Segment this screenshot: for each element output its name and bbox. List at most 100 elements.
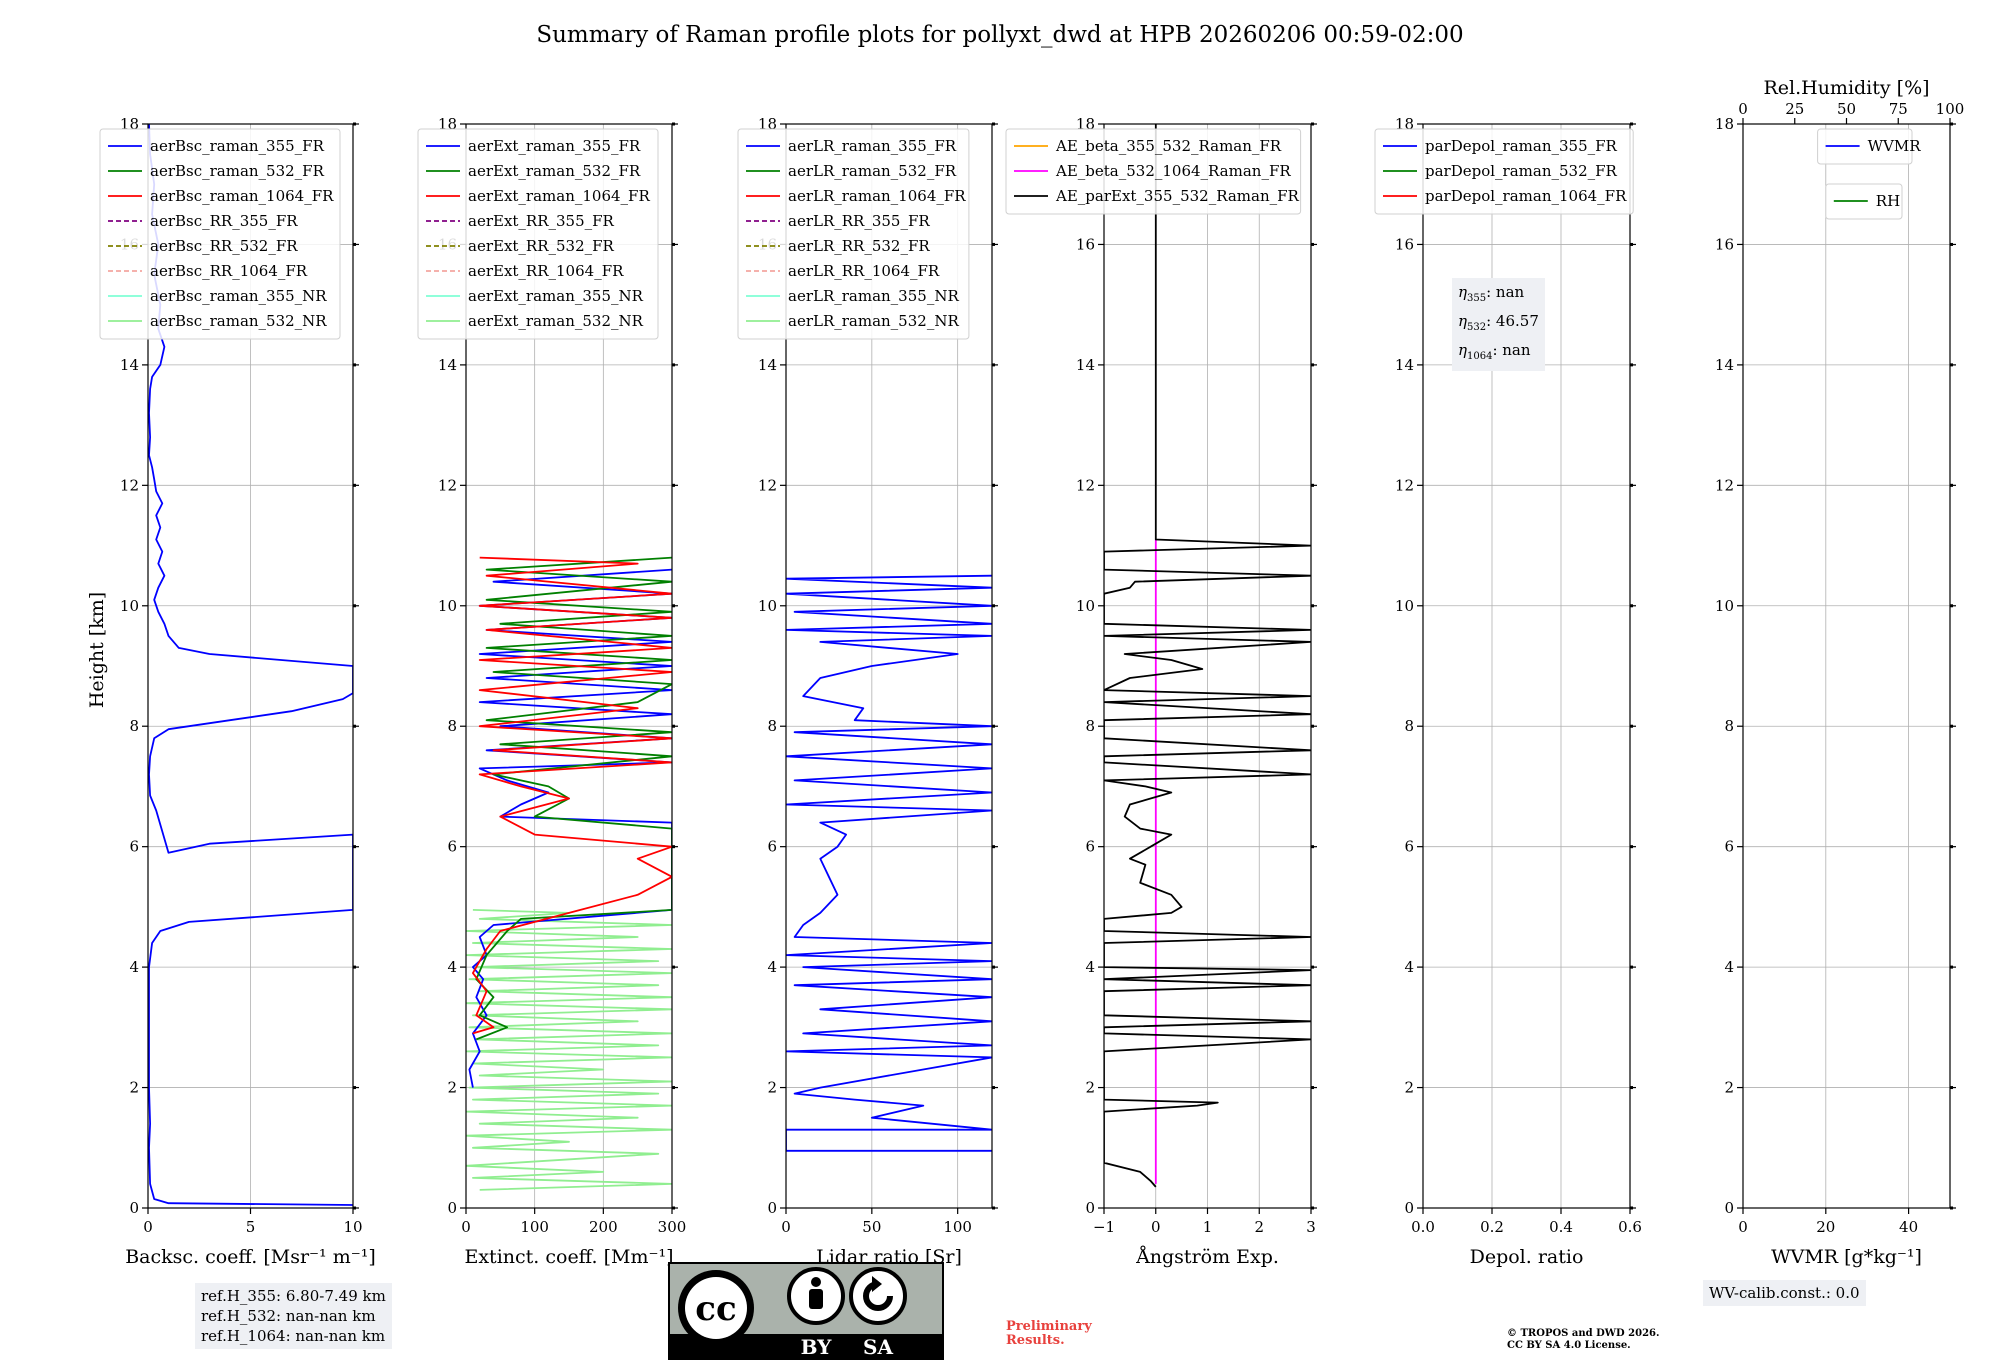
y-tick-label: 14 bbox=[1395, 356, 1414, 374]
by-person-head-icon bbox=[811, 1277, 821, 1287]
x-tick-label: 3 bbox=[1306, 1218, 1316, 1236]
legend-label: parDepol_raman_1064_FR bbox=[1425, 187, 1627, 205]
y-tick-label: 0 bbox=[767, 1199, 777, 1217]
legend-label: RH bbox=[1876, 192, 1900, 210]
axes-frame bbox=[1422, 123, 1631, 1209]
ref-height-355: ref.H_355: 6.80-7.49 km bbox=[201, 1287, 386, 1305]
y-tick-label: 4 bbox=[767, 958, 777, 976]
legend-label: aerBsc_RR_532_FR bbox=[150, 237, 298, 255]
reference-height-box: ref.H_355: 6.80-7.49 km ref.H_532: nan-n… bbox=[195, 1283, 392, 1349]
series-group bbox=[466, 556, 672, 1191]
legend: aerBsc_raman_355_FR aerBsc_raman_532_FRae… bbox=[99, 128, 341, 340]
top-x-tick-label: 100 bbox=[1936, 100, 1965, 118]
legend-label: aerExt_raman_1064_FR bbox=[468, 187, 650, 205]
series-line-aerBsc_raman_355_FR bbox=[148, 124, 353, 1206]
y-tick-label: 4 bbox=[1404, 958, 1414, 976]
y-tick-label: 14 bbox=[1076, 356, 1095, 374]
y-tick-label: 14 bbox=[758, 356, 777, 374]
sa-arrow-icon bbox=[863, 1281, 893, 1311]
cc-by-text: BY bbox=[801, 1335, 833, 1359]
y-tick-label: 0 bbox=[1404, 1199, 1414, 1217]
y-tick-label: 16 bbox=[1715, 235, 1734, 253]
y-tick-label: 4 bbox=[129, 958, 139, 976]
y-tick-label: 2 bbox=[1085, 1079, 1095, 1097]
x-tick-label: 50 bbox=[862, 1218, 881, 1236]
series-line-aerExt_raman_1064_FR bbox=[471, 556, 672, 1035]
y-tick-label: 0 bbox=[1724, 1199, 1734, 1217]
preliminary-line-2: Results. bbox=[1006, 1333, 1065, 1348]
series-group bbox=[1104, 124, 1311, 1188]
x-axis-label: Depol. ratio bbox=[1470, 1246, 1584, 1268]
series-line-aerLR_raman_355_FR bbox=[786, 574, 992, 1152]
x-tick-label: 20 bbox=[1816, 1218, 1835, 1236]
legend-box bbox=[1005, 128, 1302, 215]
legend-box bbox=[1374, 128, 1634, 215]
x-tick-label: 0.0 bbox=[1411, 1218, 1435, 1236]
legend: AE_beta_355_532_Raman_FR AE_beta_532_1064… bbox=[1005, 128, 1302, 215]
y-tick-label: 2 bbox=[1404, 1079, 1414, 1097]
legend-label: aerExt_raman_355_FR bbox=[468, 137, 641, 155]
legend-label: aerExt_RR_532_FR bbox=[468, 237, 615, 255]
y-tick-label: 8 bbox=[447, 717, 457, 735]
y-tick-label: 18 bbox=[1715, 115, 1734, 133]
top-x-tick-label: 25 bbox=[1785, 100, 1804, 118]
x-axis-label: Backsc. coeff. [Msr⁻¹ m⁻¹] bbox=[125, 1246, 376, 1268]
legend: aerLR_raman_355_FR aerLR_raman_532_FR aerL… bbox=[737, 128, 970, 340]
x-tick-label: 10 bbox=[343, 1218, 362, 1236]
panel-backscatter: 0246810121416180510Backsc. coeff. [Msr⁻¹… bbox=[99, 115, 376, 1268]
legend-label: aerExt_RR_355_FR bbox=[468, 212, 615, 230]
cc-circle-inner bbox=[685, 1277, 747, 1339]
y-tick-label: 12 bbox=[1715, 476, 1734, 494]
legend: aerExt_raman_355_FR aerExt_raman_532_FRae… bbox=[417, 128, 659, 340]
eta-355: η355: nan bbox=[1458, 283, 1525, 304]
x-tick-label: 100 bbox=[520, 1218, 549, 1236]
legend-label: AE_parExt_355_532_Raman_FR bbox=[1055, 187, 1300, 205]
x-tick-label: 100 bbox=[943, 1218, 972, 1236]
x-tick-label: 0 bbox=[781, 1218, 791, 1236]
y-tick-label: 12 bbox=[758, 476, 777, 494]
x-tick-label: 0 bbox=[1738, 1218, 1748, 1236]
legend-label: aerBsc_raman_355_NR bbox=[150, 287, 327, 305]
ref-height-532: ref.H_532: nan-nan km bbox=[201, 1307, 376, 1325]
panel-lidar_ratio: 024681012141618050100Lidar ratio [Sr]aer… bbox=[737, 115, 998, 1268]
top-x-tick-label: 50 bbox=[1837, 100, 1856, 118]
by-person-body-icon bbox=[809, 1289, 823, 1309]
legend-label: WVMR bbox=[1868, 137, 1922, 155]
legend-label: aerLR_raman_355_NR bbox=[788, 287, 959, 305]
y-tick-label: 12 bbox=[438, 476, 457, 494]
x-tick-label: 1 bbox=[1203, 1218, 1213, 1236]
y-tick-label: 6 bbox=[129, 838, 139, 856]
cc-sa-text: SA bbox=[863, 1335, 893, 1359]
legend-label: aerLR_RR_355_FR bbox=[788, 212, 930, 230]
cc-mark-text: cc bbox=[695, 1289, 736, 1329]
y-tick-label: 12 bbox=[1076, 476, 1095, 494]
y-tick-label: 10 bbox=[758, 597, 777, 615]
ref-height-1064: ref.H_1064: nan-nan km bbox=[201, 1327, 386, 1345]
x-axis-label: Extinct. coeff. [Mm⁻¹] bbox=[464, 1246, 673, 1268]
copyright-line-2: CC BY SA 4.0 License. bbox=[1507, 1340, 1631, 1351]
legend-label: aerLR_raman_532_FR bbox=[788, 162, 957, 180]
y-tick-label: 8 bbox=[1724, 717, 1734, 735]
eta-1064-sub: 1064 bbox=[1467, 351, 1493, 362]
y-tick-label: 0 bbox=[1085, 1199, 1095, 1217]
top-x-tick-label: 0 bbox=[1738, 100, 1748, 118]
eta-1064: η1064: nan bbox=[1458, 341, 1531, 362]
legend-label: aerExt_raman_532_NR bbox=[468, 312, 644, 330]
x-tick-label: −1 bbox=[1093, 1218, 1115, 1236]
y-tick-label: 2 bbox=[767, 1079, 777, 1097]
top-x-axis-label: Rel.Humidity [%] bbox=[1763, 77, 1929, 99]
eta-355-value: : nan bbox=[1486, 283, 1525, 301]
y-tick-label: 14 bbox=[120, 356, 139, 374]
x-tick-label: 200 bbox=[589, 1218, 618, 1236]
y-tick-label: 6 bbox=[1724, 838, 1734, 856]
series-line-aerExt_raman_532_NR bbox=[466, 909, 672, 1191]
legend-label: AE_beta_532_1064_Raman_FR bbox=[1055, 162, 1291, 180]
x-tick-label: 2 bbox=[1254, 1218, 1264, 1236]
legend-box bbox=[99, 128, 341, 340]
y-tick-label: 8 bbox=[767, 717, 777, 735]
legend-box bbox=[417, 128, 659, 340]
y-tick-label: 4 bbox=[447, 958, 457, 976]
